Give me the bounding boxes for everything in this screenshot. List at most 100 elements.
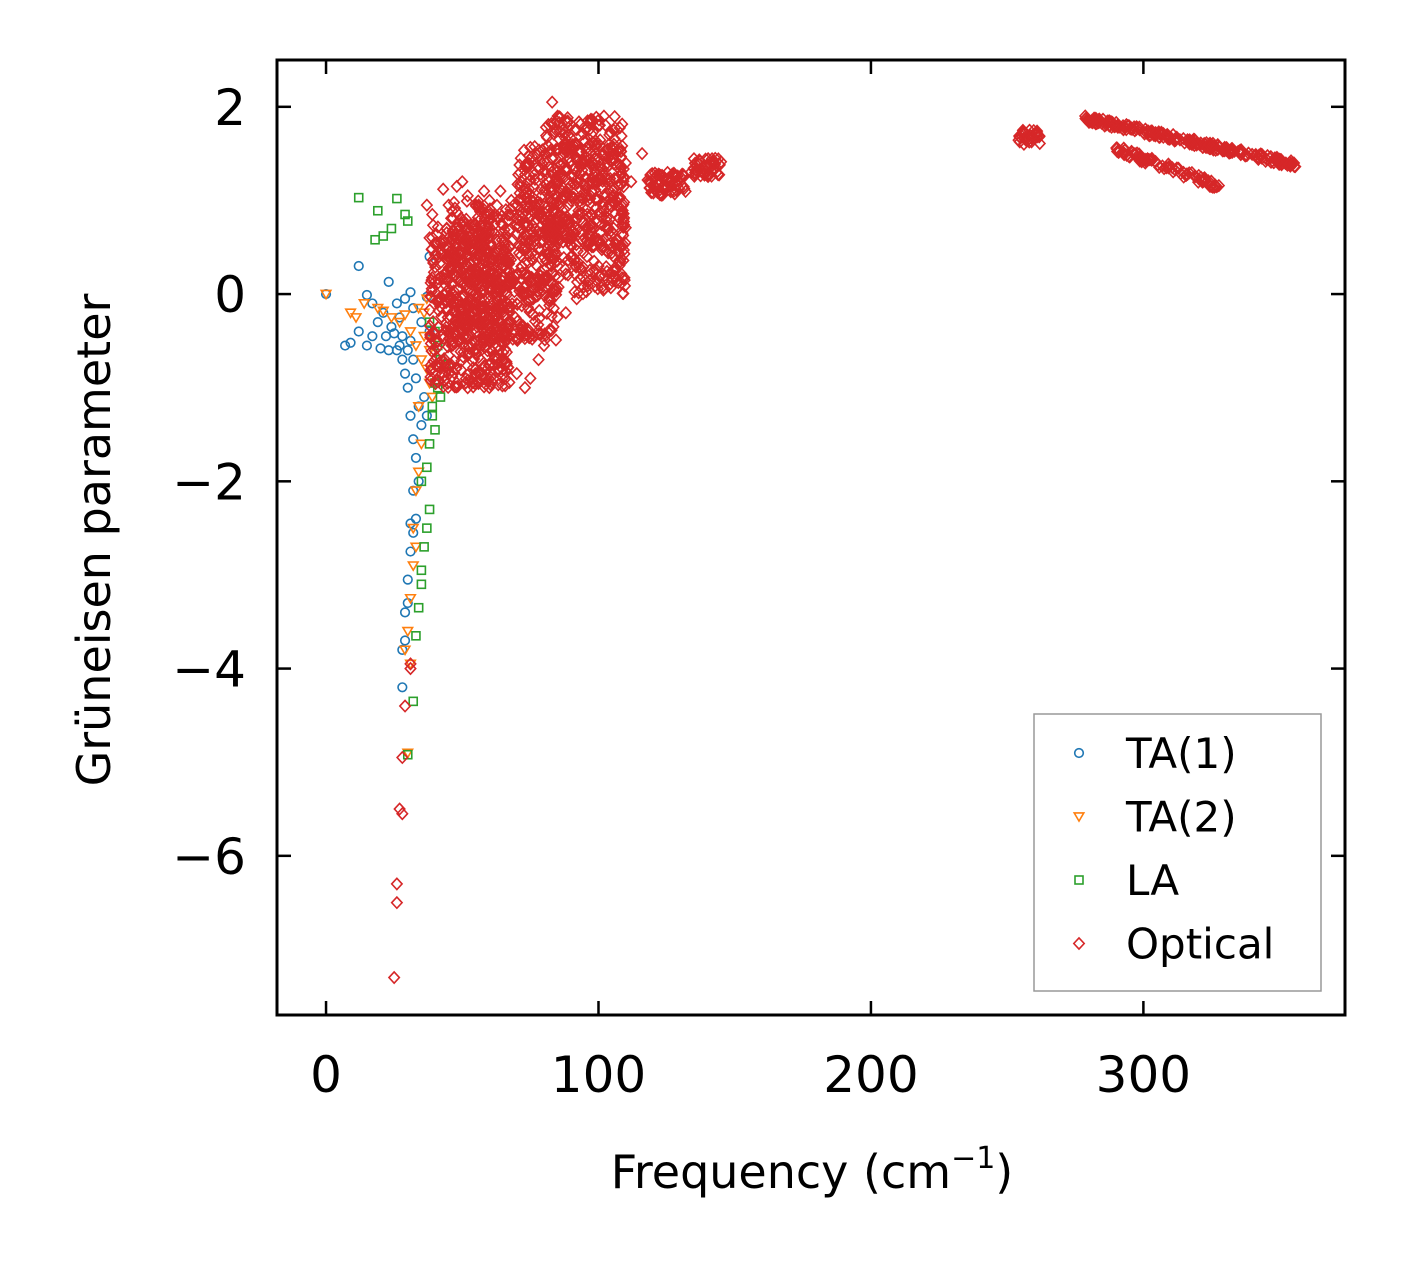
data-point	[708, 151, 722, 166]
data-point	[542, 117, 555, 132]
data-point	[446, 211, 460, 226]
data-point	[554, 217, 568, 232]
data-point	[427, 401, 438, 412]
data-point	[408, 354, 419, 365]
data-point	[488, 207, 502, 222]
data-point	[1240, 148, 1254, 163]
data-point	[442, 331, 456, 346]
data-point	[438, 278, 452, 292]
data-point	[551, 259, 564, 273]
data-point	[547, 301, 561, 316]
data-point	[518, 228, 531, 242]
data-point	[500, 285, 513, 300]
data-point	[361, 289, 373, 301]
data-point	[380, 331, 392, 342]
data-point	[502, 256, 516, 271]
legend-label: TA(1)	[1125, 729, 1237, 778]
data-point	[432, 375, 445, 389]
data-point	[450, 311, 463, 326]
data-point	[576, 134, 590, 148]
data-point	[576, 286, 590, 301]
data-point	[423, 289, 437, 304]
data-point	[483, 357, 496, 372]
data-point	[410, 513, 422, 524]
data-point	[404, 661, 417, 676]
data-point	[519, 294, 532, 309]
data-point	[604, 265, 617, 280]
data-point	[513, 158, 526, 172]
data-point	[558, 146, 571, 161]
data-point	[669, 183, 683, 197]
data-point	[1261, 148, 1274, 163]
data-point	[1183, 133, 1196, 148]
data-point	[467, 266, 480, 280]
data-point	[505, 270, 518, 284]
data-point	[583, 145, 596, 160]
data-point	[483, 193, 496, 208]
data-point	[586, 125, 600, 139]
data-point	[430, 425, 440, 435]
data-point	[452, 271, 465, 286]
data-point	[416, 476, 427, 487]
data-point	[540, 306, 554, 321]
data-point	[519, 239, 533, 253]
data-point	[521, 158, 535, 173]
data-point	[563, 176, 576, 190]
data-point	[404, 657, 417, 671]
data-point	[443, 309, 457, 323]
data-point	[475, 225, 488, 240]
data-point	[1160, 127, 1174, 142]
y-tick-label: 2	[214, 79, 246, 137]
data-point	[1183, 137, 1196, 151]
data-point	[492, 343, 506, 358]
data-point	[532, 161, 546, 176]
data-point	[551, 109, 564, 123]
data-point	[1206, 138, 1219, 153]
data-point	[1121, 119, 1134, 133]
data-point	[386, 223, 397, 234]
data-point	[565, 231, 579, 246]
data-point	[603, 197, 616, 212]
data-point	[578, 134, 592, 149]
data-point	[524, 371, 537, 386]
data-point	[426, 392, 439, 404]
data-point	[1149, 126, 1163, 140]
legend-marker	[1072, 812, 1086, 823]
data-point	[491, 251, 505, 266]
data-point	[712, 168, 726, 182]
data-point	[546, 203, 559, 218]
data-point	[550, 284, 563, 298]
data-point	[597, 204, 611, 218]
data-point	[612, 275, 625, 290]
data-point	[549, 206, 563, 221]
data-point	[477, 372, 491, 386]
data-point	[528, 314, 542, 329]
data-point	[472, 255, 486, 269]
data-point	[568, 267, 582, 281]
data-point	[425, 242, 439, 256]
data-point	[614, 144, 628, 159]
data-point	[444, 263, 457, 277]
data-point	[464, 240, 478, 254]
data-point	[605, 246, 619, 260]
data-point	[415, 439, 428, 451]
data-point	[399, 607, 411, 618]
data-point	[570, 153, 583, 168]
y-tick-label: 0	[214, 266, 246, 324]
data-point	[1133, 120, 1146, 134]
data-point	[618, 279, 632, 293]
data-point	[398, 699, 412, 713]
data-point	[458, 233, 472, 247]
data-point	[581, 189, 595, 203]
data-point	[510, 212, 524, 226]
plot-frame	[275, 58, 1347, 1017]
data-point	[545, 95, 559, 109]
data-point	[463, 341, 476, 356]
data-point	[1179, 168, 1193, 183]
data-point	[427, 324, 440, 339]
data-point	[494, 278, 508, 292]
data-point	[480, 329, 493, 343]
data-point	[548, 162, 561, 177]
data-point	[435, 309, 448, 324]
